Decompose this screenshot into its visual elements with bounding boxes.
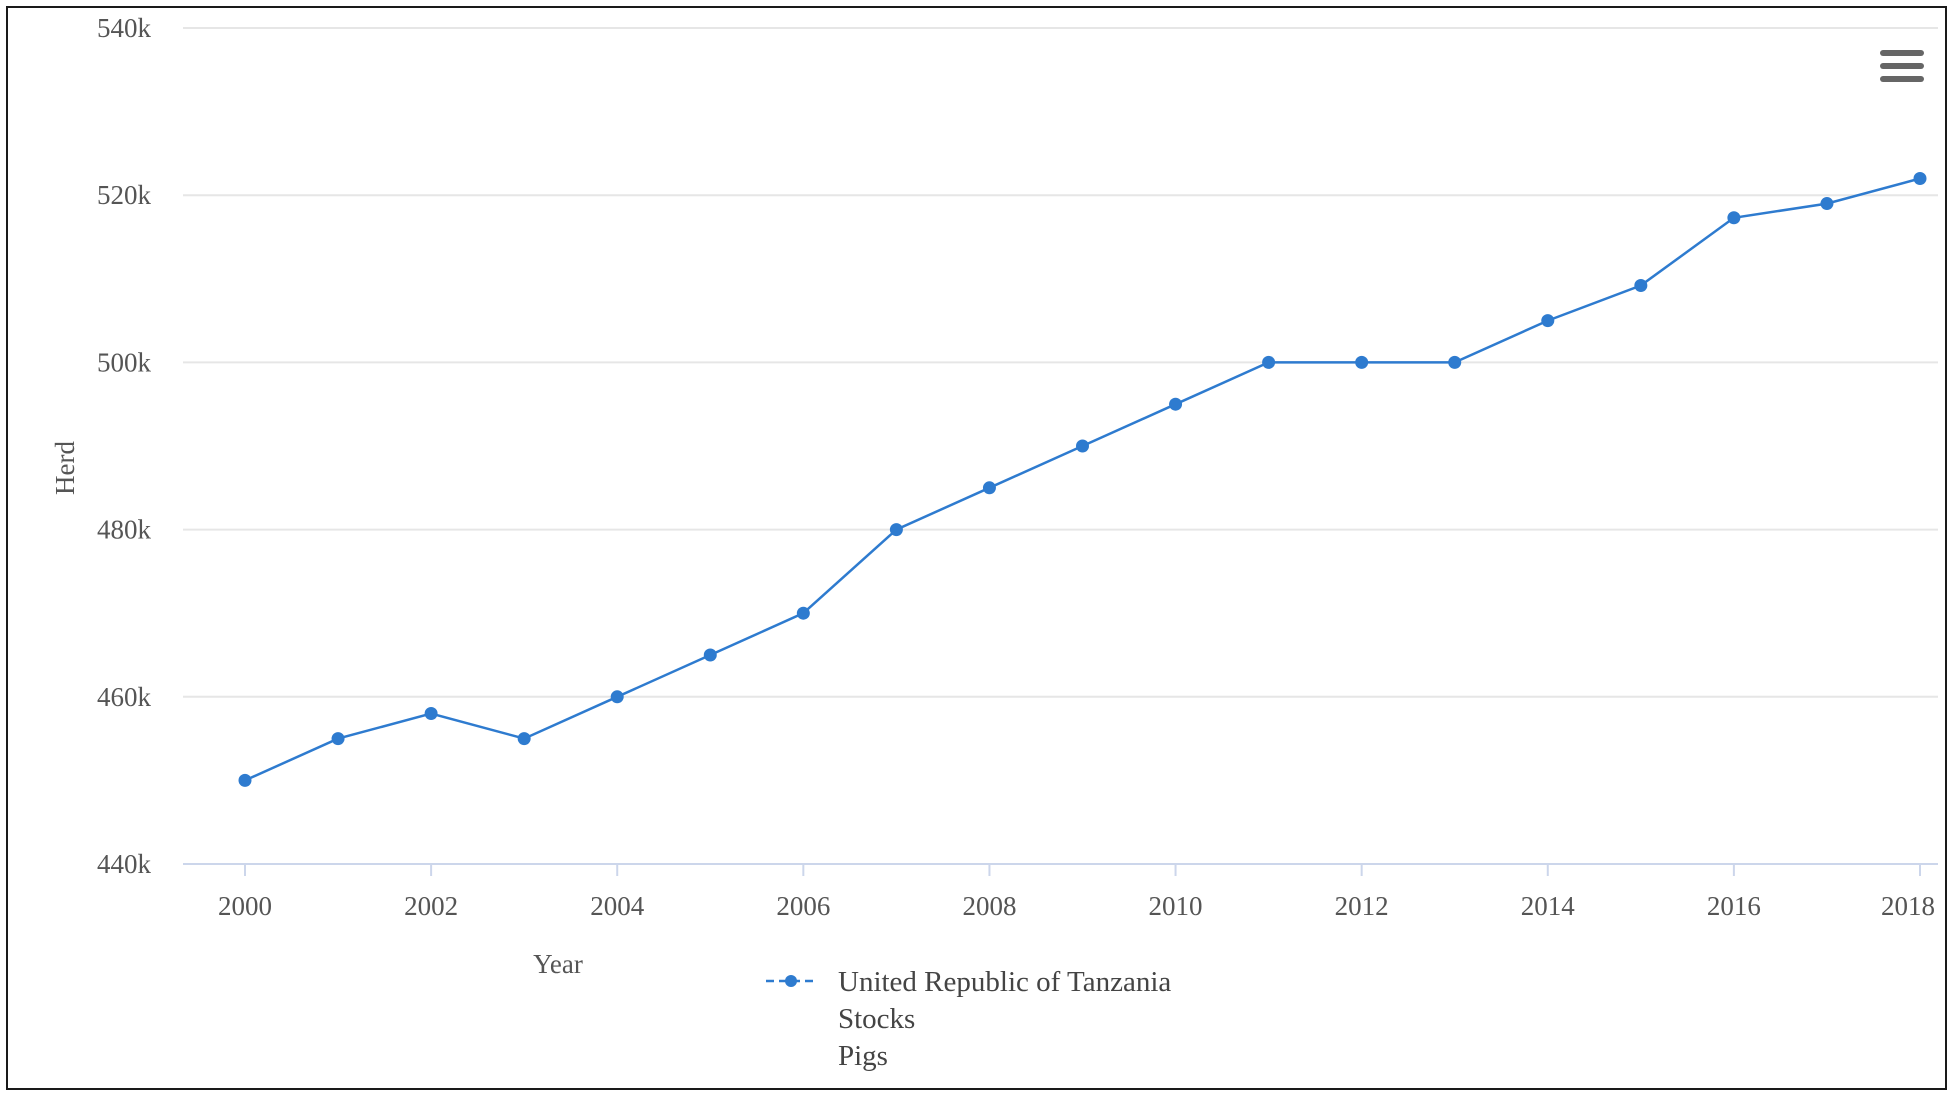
data-point xyxy=(517,732,531,746)
series-line xyxy=(244,177,1921,782)
data-point xyxy=(1913,171,1927,185)
y-tick-label: 540k xyxy=(97,13,152,43)
data-point xyxy=(1820,197,1834,211)
legend-label-line-3: Pigs xyxy=(838,1040,888,1072)
x-tick-label: 2004 xyxy=(590,891,645,921)
y-tick-label: 460k xyxy=(97,682,152,712)
data-point xyxy=(610,690,624,704)
x-tick-label: 2014 xyxy=(1521,891,1576,921)
data-point xyxy=(1076,439,1089,453)
data-point xyxy=(1448,355,1462,369)
y-tick-label: 440k xyxy=(97,849,152,879)
data-point xyxy=(1169,397,1183,411)
menu-icon-bar-middle xyxy=(1880,63,1924,69)
grid-lines xyxy=(183,27,1938,698)
legend-label-line-1: United Republic of Tanzania xyxy=(838,966,1171,998)
x-tick-label: 2006 xyxy=(776,891,830,921)
data-point xyxy=(1727,211,1741,225)
y-tick-label: 520k xyxy=(97,180,152,210)
x-tick-label: 2018 xyxy=(1881,891,1935,921)
data-point xyxy=(1262,355,1276,369)
legend[interactable]: United Republic of Tanzania Stocks Pigs xyxy=(766,966,1171,1072)
data-point xyxy=(238,773,252,787)
y-tick-label: 500k xyxy=(97,347,152,377)
data-point xyxy=(1634,278,1648,292)
axes xyxy=(183,863,1938,876)
y-tick-label: 480k xyxy=(97,515,152,545)
x-tick-label: 2008 xyxy=(962,891,1016,921)
x-tick-label: 2010 xyxy=(1149,891,1203,921)
x-tick-label: 2012 xyxy=(1335,891,1389,921)
x-axis-title: Year xyxy=(533,949,583,979)
x-tick-label: 2016 xyxy=(1707,891,1761,921)
data-point xyxy=(1541,314,1555,328)
data-point xyxy=(1355,355,1369,369)
y-axis-title: Herd xyxy=(50,441,80,495)
legend-label-line-2: Stocks xyxy=(838,1003,915,1035)
series-layer xyxy=(238,171,1927,787)
data-point xyxy=(982,481,996,495)
x-tick-label: 2002 xyxy=(404,891,458,921)
data-point xyxy=(796,606,810,620)
menu-icon-bar-bottom xyxy=(1880,76,1924,82)
line-chart: 440k 460k 480k 500k 520k 540k 2000 2002 2004 2006… xyxy=(50,13,1938,1072)
data-point xyxy=(703,648,717,662)
x-tick-label: 2000 xyxy=(218,891,272,921)
data-point xyxy=(331,732,345,746)
data-point xyxy=(889,523,903,537)
chart-container: 440k 460k 480k 500k 520k 540k 2000 2002 2004 2006… xyxy=(6,6,1947,1090)
legend-marker-symbol xyxy=(785,975,797,987)
menu-icon-bar-top xyxy=(1880,50,1924,56)
tick-labels: 440k 460k 480k 500k 520k 540k 2000 2002 2004 2006… xyxy=(97,13,1935,921)
data-point xyxy=(424,707,438,721)
chart-menu-button[interactable] xyxy=(1876,46,1926,86)
